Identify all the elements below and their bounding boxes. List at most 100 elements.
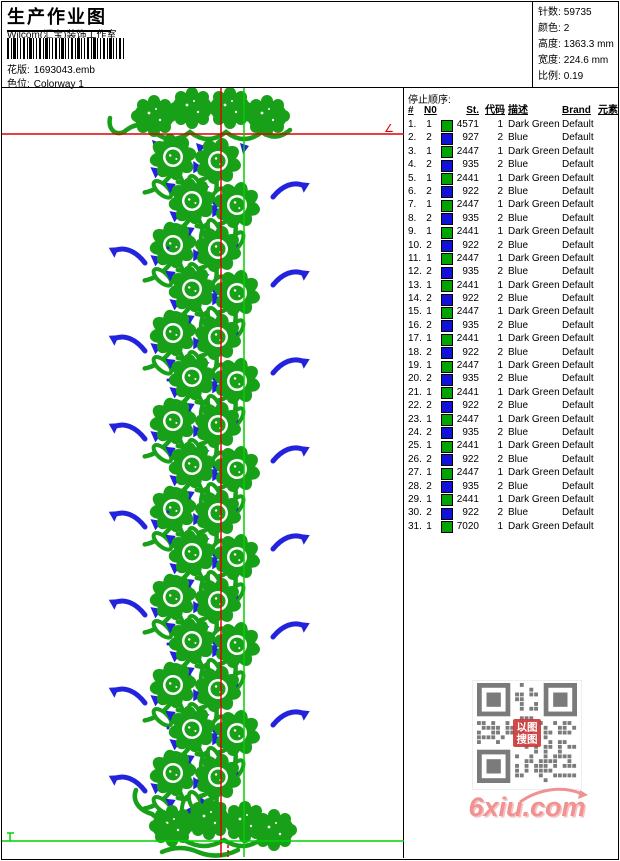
sequence-row: 14. 2 922 2 Blue Default <box>405 292 617 306</box>
row-needle: 2 <box>426 480 432 492</box>
row-code: 2 <box>497 507 503 519</box>
row-stitch-count: 922 <box>462 400 479 412</box>
row-needle: 1 <box>426 413 432 425</box>
row-code: 2 <box>497 239 503 251</box>
sequence-row: 30. 2 922 2 Blue Default <box>405 506 617 520</box>
top-cluster <box>107 88 293 154</box>
row-description: Dark Green <box>508 520 560 532</box>
qr-card: 以图 搜图 <box>472 680 582 790</box>
col-header-brand: Brand <box>562 105 591 116</box>
row-description: Blue <box>508 159 529 171</box>
row-index: 13. <box>408 279 422 291</box>
row-brand: Default <box>562 172 594 184</box>
row-stitch-count: 935 <box>462 480 479 492</box>
row-brand: Default <box>562 319 594 331</box>
row-description: Dark Green <box>508 252 560 264</box>
thread-color-swatch <box>441 266 453 279</box>
row-index: 14. <box>408 293 422 305</box>
sequence-row: 12. 2 935 2 Blue Default <box>405 265 617 279</box>
stat-colors: 颜色: 2 <box>538 23 570 34</box>
row-brand: Default <box>562 252 594 264</box>
row-needle: 1 <box>426 279 432 291</box>
row-index: 11. <box>408 252 422 264</box>
row-index: 18. <box>408 346 422 358</box>
row-brand: Default <box>562 239 594 251</box>
row-index: 7. <box>408 199 417 211</box>
row-needle: 2 <box>426 426 432 438</box>
row-brand: Default <box>562 440 594 452</box>
row-needle: 2 <box>426 159 432 171</box>
colorway-value: Colorway 1 <box>33 79 84 90</box>
qr-watermark: 以图 搜图 6xiu.com <box>466 680 588 823</box>
row-brand: Default <box>562 212 594 224</box>
row-code: 1 <box>497 440 503 452</box>
row-code: 1 <box>497 279 503 291</box>
row-brand: Default <box>562 306 594 318</box>
row-code: 1 <box>497 199 503 211</box>
row-code: 2 <box>497 426 503 438</box>
row-brand: Default <box>562 467 594 479</box>
row-needle: 2 <box>426 132 432 144</box>
row-stitch-count: 2447 <box>456 360 479 372</box>
row-index: 27. <box>408 467 422 479</box>
row-stitch-count: 2447 <box>456 199 479 211</box>
row-description: Blue <box>508 132 529 144</box>
flower-strip <box>107 130 310 833</box>
row-needle: 1 <box>426 386 432 398</box>
row-brand: Default <box>562 333 594 345</box>
row-code: 1 <box>497 145 503 157</box>
row-brand: Default <box>562 279 594 291</box>
row-code: 2 <box>497 293 503 305</box>
thread-color-swatch <box>441 226 453 239</box>
sequence-row: 11. 1 2447 1 Dark Green Default <box>405 252 617 266</box>
row-stitch-count: 2447 <box>456 252 479 264</box>
row-index: 1. <box>408 119 417 130</box>
thread-color-swatch <box>441 400 453 413</box>
row-brand: Default <box>562 400 594 412</box>
thread-color-swatch <box>441 199 453 212</box>
col-header-index: # <box>408 105 414 116</box>
row-index: 30. <box>408 507 422 519</box>
thread-color-swatch <box>441 494 453 507</box>
row-code: 1 <box>497 252 503 264</box>
row-code: 1 <box>497 467 503 479</box>
row-stitch-count: 935 <box>462 426 479 438</box>
thread-color-swatch <box>441 427 453 440</box>
row-needle: 1 <box>426 440 432 452</box>
row-brand: Default <box>562 159 594 171</box>
green-origin-mark <box>7 832 14 841</box>
row-index: 16. <box>408 319 422 331</box>
row-stitch-count: 2441 <box>456 226 479 238</box>
row-index: 9. <box>408 226 417 238</box>
row-code: 2 <box>497 400 503 412</box>
row-description: Dark Green <box>508 413 560 425</box>
thread-color-swatch <box>441 360 453 373</box>
row-stitch-count: 922 <box>462 507 479 519</box>
row-needle: 2 <box>426 266 432 278</box>
row-brand: Default <box>562 346 594 358</box>
sequence-row: 31. 1 7020 1 Dark Green Default <box>405 520 617 534</box>
row-code: 2 <box>497 159 503 171</box>
row-code: 2 <box>497 373 503 385</box>
row-brand: Default <box>562 226 594 238</box>
row-description: Blue <box>508 373 529 385</box>
qr-center-stamp: 以图 搜图 <box>513 719 541 747</box>
row-index: 26. <box>408 453 422 465</box>
sequence-row: 2. 2 927 2 Blue Default <box>405 131 617 145</box>
company-name: Wilcom(汇宝)装饰工作室 <box>7 30 117 41</box>
row-brand: Default <box>562 413 594 425</box>
row-description: Blue <box>508 400 529 412</box>
col-header-description: 描述 <box>508 105 528 116</box>
row-description: Blue <box>508 480 529 492</box>
row-brand: Default <box>562 199 594 211</box>
row-stitch-count: 2447 <box>456 306 479 318</box>
row-brand: Default <box>562 453 594 465</box>
thread-color-swatch <box>441 320 453 333</box>
sequence-row: 24. 2 935 2 Blue Default <box>405 426 617 440</box>
row-description: Dark Green <box>508 279 560 291</box>
row-needle: 2 <box>426 346 432 358</box>
thread-color-swatch <box>441 132 453 145</box>
sequence-row: 7. 1 2447 1 Dark Green Default <box>405 198 617 212</box>
row-stitch-count: 935 <box>462 319 479 331</box>
row-needle: 2 <box>426 373 432 385</box>
